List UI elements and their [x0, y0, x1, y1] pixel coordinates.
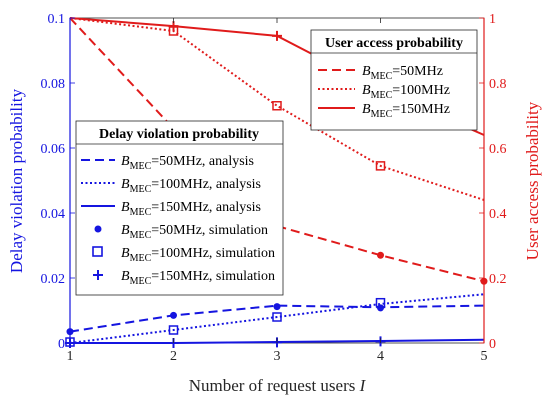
access-point	[375, 161, 386, 171]
legend-delay-label-50-simulation: BMEC=50MHz, simulation	[121, 223, 268, 241]
y-right-tick-label: 0.2	[489, 272, 507, 287]
legend-delay-label-150-simulation: BMEC=150MHz, simulation	[121, 269, 275, 287]
legend-access: User access probability BMEC=50MHz BMEC=…	[310, 29, 478, 131]
legend-delay: Delay violation probability BMEC=50MHz, …	[75, 120, 284, 296]
access-line-1	[69, 17, 485, 201]
y-left-tick-label: 0	[58, 337, 65, 352]
y-axis-right-title: User access probability	[523, 101, 542, 260]
delay-sim-point	[168, 325, 179, 335]
y-right-tick-label: 1	[489, 12, 496, 27]
delay-sim-point	[272, 312, 282, 322]
legend-delay-label-50-analysis: BMEC=50MHz, analysis	[121, 154, 254, 172]
delay-sim-point	[375, 297, 386, 308]
delay-sim-point	[170, 311, 177, 319]
y-left-tick-label: 0.04	[41, 207, 66, 222]
legend-delay-marker-150-sim	[93, 270, 103, 280]
access-point	[272, 30, 282, 41]
legend-access-title: User access probability	[325, 36, 463, 51]
legend-delay-label-150-analysis: BMEC=150MHz, analysis	[121, 200, 261, 218]
legend-delay-marker-100-sim	[92, 246, 103, 257]
y-right-tick-label: 0.8	[489, 77, 507, 92]
x-tick-label: 2	[170, 349, 177, 364]
x-axis-title-variable: I	[359, 376, 367, 395]
legend-access-box	[310, 29, 478, 131]
y-left-tick-label: 0.06	[41, 142, 66, 157]
axes: 1 2 3 4 500.020.040.060.080.100.20.40.60.81	[41, 12, 507, 364]
legend-delay-label-100-simulation: BMEC=100MHz, simulation	[121, 246, 275, 264]
x-tick-label: 5	[481, 349, 488, 364]
x-tick-label: 3	[274, 349, 281, 364]
y-right-tick-label: 0.6	[489, 142, 507, 157]
y-left-tick-label: 0.02	[41, 272, 66, 287]
legend-delay-marker-50-sim	[94, 225, 102, 233]
y-left-tick-label: 0.08	[41, 77, 66, 92]
delay-sim-point	[273, 303, 281, 311]
x-axis-title: Number of request users I	[189, 376, 367, 395]
y-right-tick-label: 0.4	[489, 207, 507, 222]
access-point	[377, 251, 384, 259]
legend-access-label-50: BMEC=50MHz	[362, 64, 443, 82]
delay-sim-point	[377, 304, 384, 312]
x-tick-label: 4	[377, 349, 384, 364]
access-line-0	[69, 17, 485, 283]
x-tick-label: 1	[67, 349, 74, 364]
y-axis-left-title: Delay violation probability	[7, 88, 26, 273]
access-point	[272, 101, 282, 111]
delay-analysis-line-1	[69, 293, 485, 344]
x-axis-title-text: Number of request users	[189, 376, 356, 395]
legend-delay-box	[75, 120, 284, 296]
legend-access-label-100: BMEC=100MHz	[362, 83, 450, 101]
legend-delay-label-100-analysis: BMEC=100MHz, analysis	[121, 177, 261, 195]
y-right-tick-label: 0	[489, 337, 496, 352]
y-left-tick-label: 0.1	[48, 12, 66, 27]
legend-access-label-150: BMEC=150MHz	[362, 102, 450, 120]
legend-delay-title: Delay violation probability	[99, 127, 259, 142]
